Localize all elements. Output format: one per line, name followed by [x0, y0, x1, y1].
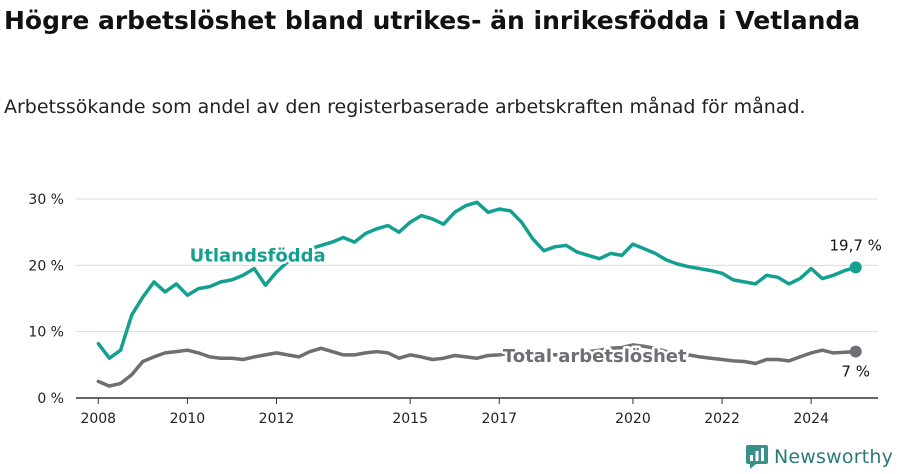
series-end-point: [849, 345, 862, 358]
x-tick-label: 2017: [481, 411, 517, 427]
chart-title: Högre arbetslöshet bland utrikes- än inr…: [4, 6, 861, 35]
x-tick-label: 2022: [704, 411, 740, 427]
x-tick-label: 2010: [170, 411, 206, 427]
y-tick-label: 30 %: [28, 192, 64, 208]
x-tick-label: 2015: [392, 411, 428, 427]
series-end-point: [849, 261, 862, 274]
series-total-label: Total arbetslöshet: [503, 346, 687, 367]
x-tick-label: 2020: [615, 411, 651, 427]
x-tick-label: 2008: [80, 411, 116, 427]
series-total-line: [96, 343, 858, 388]
x-tick-label: 2012: [259, 411, 295, 427]
brand-name: Newsworthy: [774, 446, 894, 468]
series-end-label: 7 %: [841, 363, 870, 381]
y-tick-label: 20 %: [28, 258, 64, 274]
newsworthy-logo-icon: [746, 445, 768, 469]
y-tick-label: 10 %: [28, 325, 64, 341]
series-utlandsfodda-line: [96, 200, 858, 360]
y-tick-label: 0 %: [37, 391, 64, 407]
x-tick-label: 2024: [793, 411, 829, 427]
series-end-label: 19,7 %: [830, 236, 882, 254]
series-utlandsfodda-label: Utlandsfödda: [190, 245, 326, 266]
newsworthy-brand: Newsworthy: [746, 443, 893, 471]
chart-subtitle: Arbetssökande som andel av den registerb…: [4, 96, 806, 118]
